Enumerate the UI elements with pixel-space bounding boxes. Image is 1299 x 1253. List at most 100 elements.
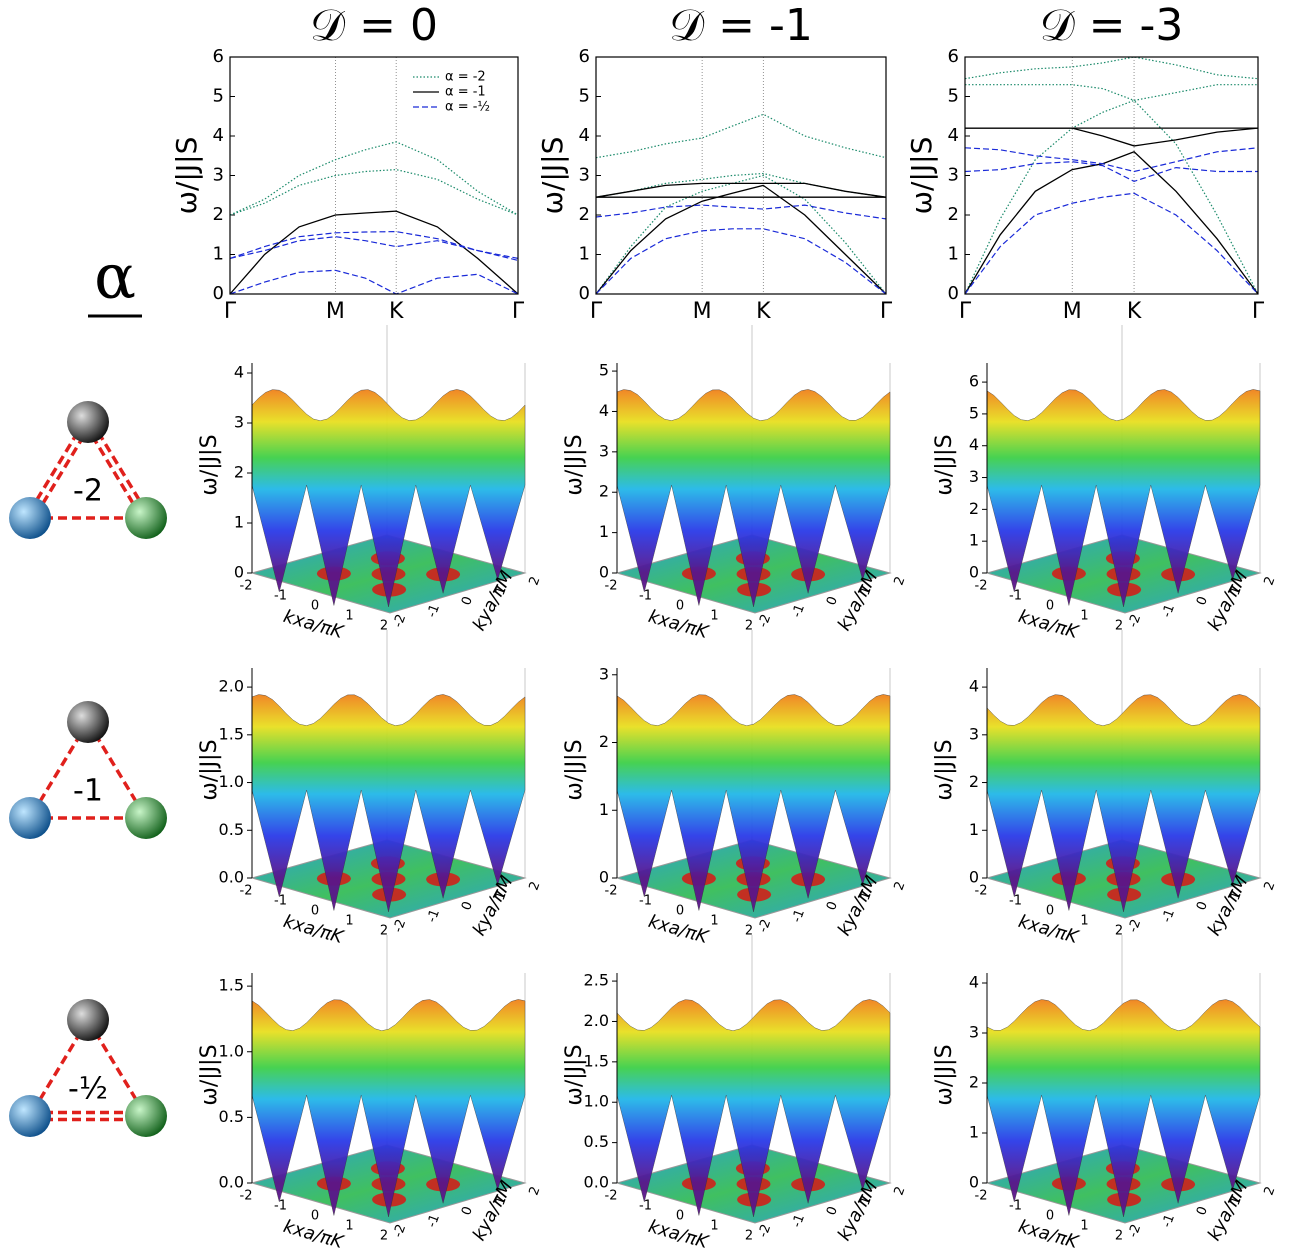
- y-tick-label: 3: [948, 165, 959, 186]
- z-tick-label: 0.0: [219, 868, 244, 887]
- ky-tick-label: -2: [391, 917, 410, 934]
- kx-tick-label: 2: [1115, 924, 1123, 939]
- ky-tick-label: 2: [527, 1185, 544, 1198]
- kx-tick-label: -2: [975, 1189, 988, 1204]
- plot-frame: [595, 56, 887, 295]
- kx-tick-label: 0: [676, 904, 684, 919]
- z-axis-label: ω/|J|S: [197, 1044, 222, 1105]
- column-title: 𝒟 = -1: [669, 0, 813, 51]
- band-line: [965, 84, 1258, 102]
- band-line: [964, 99, 1259, 295]
- y-tick-label: 0: [213, 283, 224, 304]
- band-line: [964, 147, 1259, 173]
- z-tick-label: 4: [599, 401, 609, 420]
- z-axis-label: ω/|J|S: [932, 434, 957, 495]
- z-tick-label: 4: [969, 973, 979, 992]
- y-tick-label: 1: [948, 244, 959, 265]
- ky-tick-label: -2: [391, 612, 410, 629]
- kx-tick-label: 0: [676, 1209, 684, 1224]
- surface: [986, 999, 1261, 1217]
- band-line: [964, 151, 1259, 295]
- band-line: [595, 113, 887, 159]
- z-tick-label: 3: [599, 441, 609, 460]
- ky-tick-label: -2: [1126, 1222, 1145, 1239]
- kx-tick-label: -1: [1009, 894, 1022, 909]
- z-tick-label: 0.0: [219, 1173, 244, 1192]
- z-tick-label: 0: [969, 563, 979, 582]
- z-tick-label: 2.0: [584, 1011, 609, 1030]
- band-line: [229, 168, 519, 216]
- kx-tick-label: -1: [639, 1199, 652, 1214]
- z-tick-label: 2: [599, 482, 609, 501]
- z-tick-label: 0: [969, 1173, 979, 1192]
- kx-tick-label: -1: [1009, 1199, 1022, 1214]
- spin-site: [9, 797, 51, 839]
- legend-label: α = -2: [445, 70, 486, 85]
- x-tick-label: Γ: [1252, 299, 1265, 324]
- kx-tick-label: 0: [1046, 1209, 1054, 1224]
- ky-tick-label: -2: [756, 917, 775, 934]
- ky-tick-label: 2: [1262, 880, 1279, 893]
- x-tick-label: Γ: [590, 299, 603, 324]
- y-tick-label: 5: [948, 86, 959, 107]
- ky-tick-label: -2: [756, 612, 775, 629]
- z-tick-label: 0: [969, 868, 979, 887]
- z-tick-label: 3: [969, 724, 979, 743]
- x-tick-label: M: [693, 299, 712, 324]
- band-line: [595, 228, 887, 295]
- z-tick-label: 3: [969, 467, 979, 486]
- kx-tick-label: 1: [710, 914, 718, 929]
- y-tick-label: 4: [948, 125, 959, 146]
- band-line: [595, 174, 887, 295]
- column-title: 𝒟 = -3: [1040, 0, 1184, 51]
- ky-tick-label: -2: [756, 1222, 775, 1239]
- kx-tick-label: 1: [345, 1219, 353, 1234]
- z-axis-label: ω/|J|S: [562, 1044, 587, 1105]
- spin-site: [125, 797, 167, 839]
- z-axis-label: ω/|J|S: [932, 739, 957, 800]
- z-tick-label: 2: [969, 772, 979, 791]
- ky-tick-label: -2: [391, 1222, 410, 1239]
- y-tick-label: 6: [579, 46, 590, 67]
- z-tick-label: 1: [599, 522, 609, 541]
- kx-tick-label: -2: [605, 1189, 618, 1204]
- alpha-label: -1: [73, 774, 103, 809]
- y-tick-label: 4: [213, 125, 224, 146]
- z-tick-label: 4: [234, 363, 244, 382]
- x-tick-label: Γ: [512, 299, 525, 324]
- band-line: [595, 204, 887, 220]
- ky-tick-label: -1: [1159, 1212, 1178, 1229]
- ky-tick-label: -2: [1126, 612, 1145, 629]
- z-tick-label: 1.5: [584, 1051, 609, 1070]
- band-line: [595, 182, 887, 198]
- spin-site: [125, 497, 167, 539]
- kx-tick-label: 0: [1046, 904, 1054, 919]
- y-tick-label: 2: [579, 204, 590, 225]
- z-tick-label: 4: [969, 435, 979, 454]
- ky-tick-label: -1: [424, 1212, 443, 1229]
- surface: [616, 694, 891, 912]
- z-tick-label: 0.5: [219, 1107, 244, 1126]
- surface: [251, 389, 526, 607]
- kx-tick-label: 2: [745, 619, 753, 634]
- y-tick-label: 2: [213, 204, 224, 225]
- ky-tick-label: 2: [892, 1185, 909, 1198]
- y-axis-label: ω/|J|S: [536, 137, 569, 215]
- kx-tick-label: -2: [975, 579, 988, 594]
- z-axis-label: ω/|J|S: [932, 1044, 957, 1105]
- legend-label: α = -1: [445, 85, 486, 100]
- y-tick-label: 0: [948, 283, 959, 304]
- kx-tick-label: 0: [311, 1209, 319, 1224]
- z-axis-label: ω/|J|S: [197, 434, 222, 495]
- ky-tick-label: 2: [892, 575, 909, 588]
- ky-tick-label: -2: [1126, 917, 1145, 934]
- ky-tick-label: 2: [1262, 575, 1279, 588]
- row-title: α: [94, 240, 136, 313]
- z-tick-label: 1.5: [219, 724, 244, 743]
- surface: [616, 999, 891, 1217]
- ky-tick-label: -1: [1159, 602, 1178, 619]
- kx-tick-label: 1: [1080, 1219, 1088, 1234]
- band-line: [964, 192, 1259, 295]
- ky-tick-label: 2: [1262, 1185, 1279, 1198]
- y-tick-label: 4: [579, 125, 590, 146]
